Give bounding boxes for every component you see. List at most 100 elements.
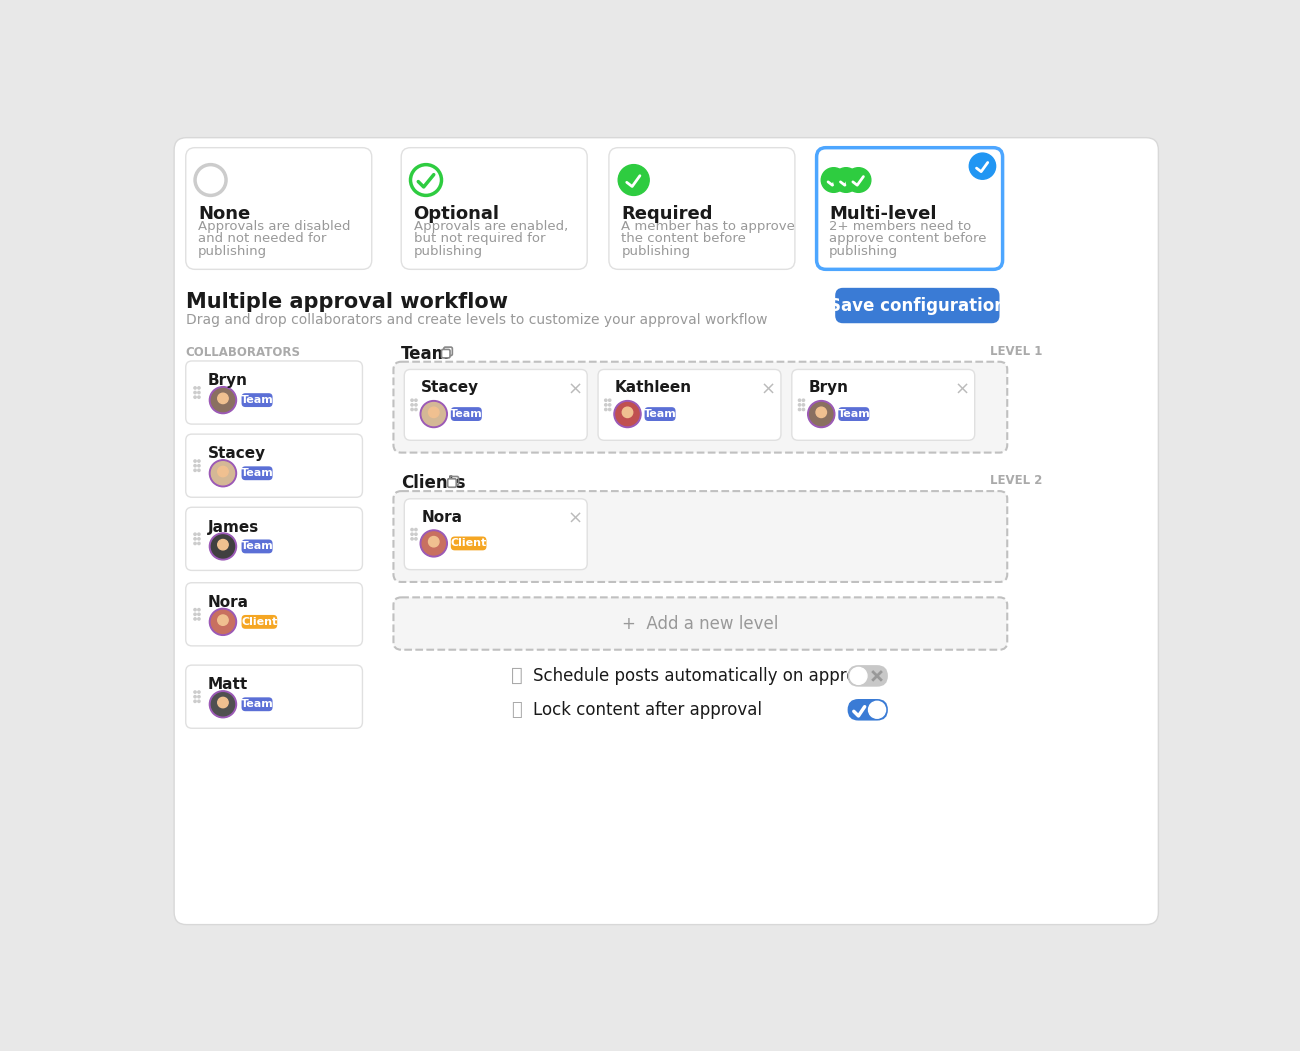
FancyBboxPatch shape <box>186 508 363 571</box>
Text: Drag and drop collaborators and create levels to customize your approval workflo: Drag and drop collaborators and create l… <box>186 313 767 327</box>
Text: +  Add a new level: + Add a new level <box>623 615 779 633</box>
FancyBboxPatch shape <box>242 539 273 553</box>
FancyBboxPatch shape <box>447 479 456 488</box>
FancyBboxPatch shape <box>442 349 450 358</box>
Circle shape <box>217 697 229 707</box>
Text: None: None <box>198 205 251 224</box>
Circle shape <box>194 609 196 611</box>
Text: Required: Required <box>621 205 712 224</box>
Circle shape <box>411 538 413 540</box>
FancyBboxPatch shape <box>404 499 588 570</box>
Circle shape <box>415 538 417 540</box>
Circle shape <box>833 168 858 192</box>
Circle shape <box>415 533 417 535</box>
FancyBboxPatch shape <box>792 370 975 440</box>
Circle shape <box>970 153 996 180</box>
Circle shape <box>209 387 237 414</box>
Circle shape <box>212 611 234 634</box>
Circle shape <box>411 529 413 531</box>
Circle shape <box>420 400 447 428</box>
Text: A member has to approve: A member has to approve <box>621 220 796 233</box>
Circle shape <box>798 399 801 401</box>
FancyBboxPatch shape <box>451 407 482 421</box>
Circle shape <box>846 168 871 192</box>
Circle shape <box>807 400 835 428</box>
Circle shape <box>209 533 237 560</box>
Circle shape <box>194 391 196 394</box>
Text: Kathleen: Kathleen <box>615 380 692 395</box>
Circle shape <box>198 613 200 616</box>
Text: publishing: publishing <box>198 245 268 257</box>
Circle shape <box>822 168 846 192</box>
FancyBboxPatch shape <box>242 615 277 628</box>
FancyBboxPatch shape <box>598 370 781 440</box>
Text: COLLABORATORS: COLLABORATORS <box>186 346 300 358</box>
Text: Team: Team <box>644 409 676 419</box>
Circle shape <box>422 532 446 555</box>
Text: Team: Team <box>240 469 273 478</box>
Circle shape <box>212 389 234 412</box>
Text: Multi-level: Multi-level <box>829 205 936 224</box>
Circle shape <box>212 535 234 558</box>
Circle shape <box>194 387 196 389</box>
FancyBboxPatch shape <box>835 288 1000 324</box>
Circle shape <box>198 460 200 462</box>
Circle shape <box>194 700 196 702</box>
Text: Schedule posts automatically on approval: Schedule posts automatically on approval <box>533 667 881 685</box>
Circle shape <box>411 409 413 411</box>
Circle shape <box>608 399 611 401</box>
Circle shape <box>198 609 200 611</box>
Circle shape <box>198 387 200 389</box>
Circle shape <box>198 618 200 620</box>
Text: Lock content after approval: Lock content after approval <box>533 701 762 719</box>
Text: Stacey: Stacey <box>421 380 480 395</box>
Text: Team: Team <box>402 345 450 363</box>
FancyBboxPatch shape <box>186 434 363 497</box>
Text: Approvals are enabled,: Approvals are enabled, <box>413 220 568 233</box>
Circle shape <box>604 399 607 401</box>
Circle shape <box>616 403 640 426</box>
FancyBboxPatch shape <box>608 148 794 269</box>
Circle shape <box>212 693 234 716</box>
FancyBboxPatch shape <box>186 582 363 646</box>
Text: but not required for: but not required for <box>413 232 545 245</box>
Text: Clients: Clients <box>402 474 465 492</box>
FancyBboxPatch shape <box>848 699 888 721</box>
Text: and not needed for: and not needed for <box>198 232 326 245</box>
Circle shape <box>415 404 417 406</box>
FancyBboxPatch shape <box>404 370 588 440</box>
Circle shape <box>429 536 439 547</box>
Text: the content before: the content before <box>621 232 746 245</box>
FancyBboxPatch shape <box>186 665 363 728</box>
FancyBboxPatch shape <box>242 393 273 407</box>
Text: Client: Client <box>451 538 486 549</box>
Circle shape <box>194 533 196 535</box>
Circle shape <box>608 404 611 406</box>
FancyBboxPatch shape <box>394 597 1008 650</box>
FancyBboxPatch shape <box>174 138 1158 925</box>
Text: Stacey: Stacey <box>208 447 265 461</box>
Circle shape <box>802 409 805 411</box>
Circle shape <box>198 696 200 698</box>
Circle shape <box>604 404 607 406</box>
Text: LEVEL 1: LEVEL 1 <box>991 345 1043 357</box>
Text: Approvals are disabled: Approvals are disabled <box>198 220 351 233</box>
Circle shape <box>411 399 413 401</box>
FancyBboxPatch shape <box>451 536 486 551</box>
Text: Bryn: Bryn <box>809 380 849 395</box>
Circle shape <box>217 615 229 625</box>
FancyBboxPatch shape <box>645 407 676 421</box>
Text: ⏰: ⏰ <box>511 666 523 685</box>
Circle shape <box>194 465 196 467</box>
Text: 🔒: 🔒 <box>511 701 523 719</box>
Circle shape <box>198 469 200 472</box>
FancyBboxPatch shape <box>402 148 588 269</box>
Circle shape <box>415 399 417 401</box>
Circle shape <box>217 467 229 477</box>
Text: ×: × <box>567 380 582 398</box>
Circle shape <box>209 609 237 636</box>
Circle shape <box>614 400 641 428</box>
FancyBboxPatch shape <box>838 407 870 421</box>
FancyBboxPatch shape <box>186 360 363 425</box>
Text: Team: Team <box>240 541 273 552</box>
